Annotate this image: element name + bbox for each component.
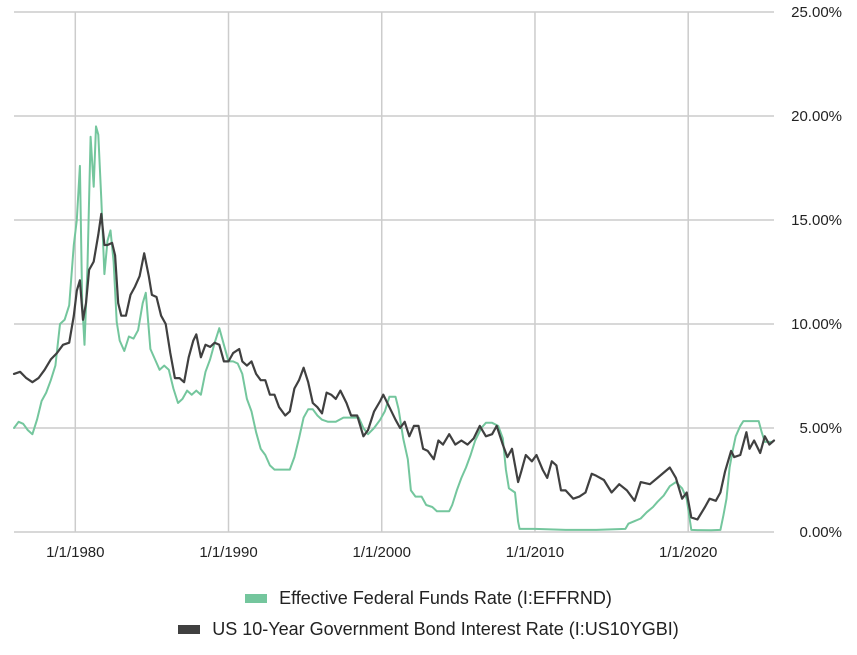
series-line-0 (13, 125, 774, 532)
legend-swatch-effr (245, 594, 268, 603)
y-tick-label-5: 25.00% (791, 4, 842, 21)
series-layer (12, 125, 776, 532)
y-tick-labels: 0.00% 5.00% 10.00% 15.00% 20.00% 25.00% (791, 4, 842, 541)
y-tick-label-2: 10.00% (791, 316, 842, 333)
legend-item-effective-federal-funds-rate[interactable]: Effective Federal Funds Rate (I:EFFRND) (0, 588, 857, 609)
x-tick-label-1: 1/1/1990 (199, 544, 257, 561)
y-gridlines (14, 11, 774, 533)
x-tick-label-3: 1/1/2010 (506, 544, 564, 561)
legend-swatch-us10y (178, 625, 201, 634)
legend-item-us-10-year-bond-rate[interactable]: US 10-Year Government Bond Interest Rate… (0, 619, 857, 640)
legend-label-us10y: US 10-Year Government Bond Interest Rate… (212, 619, 679, 639)
y-tick-label-4: 20.00% (791, 108, 842, 125)
x-tick-label-4: 1/1/2020 (659, 544, 717, 561)
x-tick-labels: 1/1/1980 1/1/1990 1/1/2000 1/1/2010 1/1/2020 (46, 544, 717, 561)
y-tick-label-3: 15.00% (791, 212, 842, 229)
x-tick-label-0: 1/1/1980 (46, 544, 104, 561)
legend-label-effr: Effective Federal Funds Rate (I:EFFRND) (279, 588, 612, 608)
x-tick-label-2: 1/1/2000 (353, 544, 411, 561)
x-gridlines (74, 12, 689, 532)
y-tick-label-1: 5.00% (799, 420, 842, 437)
series-line-1 (12, 212, 776, 521)
y-tick-label-0: 0.00% (799, 524, 842, 541)
